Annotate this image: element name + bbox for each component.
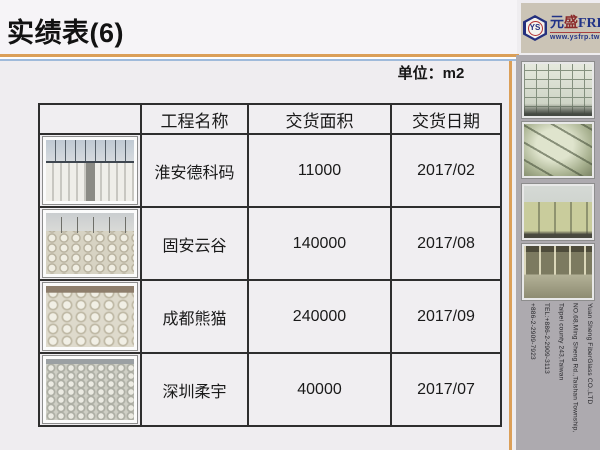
results-table: 工程名称 交货面积 交货日期 淮安德科码 11000 2017/02 固安云谷 … xyxy=(38,103,502,427)
frp-ceiling-grid-photo xyxy=(522,62,594,118)
company-address-line2: Taipei county 243,Taiwan xyxy=(557,303,565,381)
storage-tanks-row-photo xyxy=(522,184,594,240)
photo-cell xyxy=(38,206,142,281)
brand-frp: FRP xyxy=(578,16,600,31)
company-tel-line1: TEL:+886-2-2909-3113 xyxy=(543,303,551,374)
sidebar: Yuan Sheng FiberGlass CO.,LTD NO.68,Ming… xyxy=(516,55,600,450)
brand-char-sheng: 盛 xyxy=(564,14,578,30)
table-row: 淮安德科码 11000 2017/02 xyxy=(38,133,502,208)
col-header-delivery-area: 交货面积 xyxy=(247,103,392,135)
company-address-line1: NO.68,Ming Sheng Rd.,Taishan Township, xyxy=(571,303,579,433)
company-name: Yuan Sheng FiberGlass CO.,LTD xyxy=(586,303,593,405)
col-header-project-name: 工程名称 xyxy=(140,103,249,135)
ys-monogram: YS xyxy=(527,20,543,36)
table-row: 深圳柔宇 40000 2017/07 xyxy=(38,352,502,427)
ys-hexagon-logo-icon: YS xyxy=(523,15,547,41)
photo-cell xyxy=(38,279,142,354)
title-underline-orange xyxy=(0,54,519,57)
table-header-row: 工程名称 交货面积 交货日期 xyxy=(38,103,502,135)
delivery-date: 2017/02 xyxy=(390,133,502,208)
page-title: 实绩表(6) xyxy=(7,18,124,48)
company-tel-line2: +886-2-2909-7923 xyxy=(528,303,536,360)
table-row: 成都熊猫 240000 2017/09 xyxy=(38,279,502,354)
brand-name: 元盛FRP xyxy=(550,15,600,31)
project-name: 成都熊猫 xyxy=(140,279,249,354)
photo-column-header xyxy=(38,103,142,135)
delivery-area: 240000 xyxy=(247,279,392,354)
sidebar-divider-line xyxy=(509,61,512,450)
construction-site-tanks-photo xyxy=(43,137,137,204)
col-header-delivery-date: 交货日期 xyxy=(390,103,502,135)
delivery-area: 40000 xyxy=(247,352,392,427)
company-logo: YS 元盛FRP www.ysfrp.tw xyxy=(521,3,600,53)
title-band xyxy=(0,0,517,54)
factory-interior-photo xyxy=(522,244,594,300)
project-name: 深圳柔宇 xyxy=(140,352,249,427)
large-tank-pipes-photo xyxy=(522,122,594,178)
company-info-vertical-text: Yuan Sheng FiberGlass CO.,LTD NO.68,Ming… xyxy=(518,303,596,449)
logo-text: 元盛FRP www.ysfrp.tw xyxy=(550,15,600,41)
project-name: 固安云谷 xyxy=(140,206,249,281)
title-underline-blue xyxy=(0,59,519,61)
delivery-area: 140000 xyxy=(247,206,392,281)
delivery-date: 2017/09 xyxy=(390,279,502,354)
website-url: www.ysfrp.tw xyxy=(550,32,600,41)
photo-cell xyxy=(38,133,142,208)
cylinder-rows-overhead-photo xyxy=(43,283,137,350)
photo-cell xyxy=(38,352,142,427)
table-row: 固安云谷 140000 2017/08 xyxy=(38,206,502,281)
tank-field-cranes-photo xyxy=(43,210,137,277)
title-underline-gap xyxy=(0,57,519,59)
ys-hexagon-inner: YS xyxy=(525,17,545,39)
delivery-date: 2017/07 xyxy=(390,352,502,427)
delivery-date: 2017/08 xyxy=(390,206,502,281)
unit-label: 单位：m2 xyxy=(397,65,465,82)
project-name: 淮安德科码 xyxy=(140,133,249,208)
dense-cylinder-rows-photo xyxy=(43,356,137,423)
brand-char-yuan: 元 xyxy=(550,14,564,30)
delivery-area: 11000 xyxy=(247,133,392,208)
